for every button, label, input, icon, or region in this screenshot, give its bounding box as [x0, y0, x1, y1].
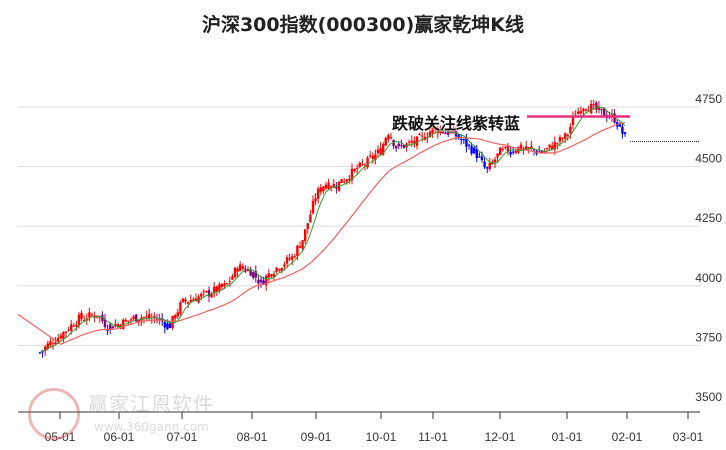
x-axis: 05-01 06-01 07-01 08-01 09-01 10-01 11-01 12-01… [18, 411, 704, 444]
svg-text:4250: 4250 [695, 211, 722, 225]
svg-text:06-01: 06-01 [104, 430, 135, 444]
chart-title: 沪深300指数(000300)赢家乾坤K线 [201, 14, 525, 36]
svg-text:4750: 4750 [695, 92, 722, 106]
y-axis: 3500 3750 4000 4250 4500 4750 [695, 92, 722, 404]
grid-lines [18, 106, 700, 346]
annotation-label: 跌破关注线紫转蓝 [392, 114, 521, 133]
svg-text:07-01: 07-01 [167, 430, 198, 444]
svg-text:01-01: 01-01 [552, 430, 583, 444]
svg-text:4500: 4500 [695, 152, 722, 166]
svg-text:11-01: 11-01 [418, 430, 448, 444]
svg-text:10-01: 10-01 [366, 430, 397, 444]
short-ma-line [39, 106, 626, 354]
svg-text:05-01: 05-01 [45, 430, 76, 444]
svg-text:12-01: 12-01 [485, 430, 516, 444]
candles [38, 99, 627, 358]
svg-text:03-01: 03-01 [673, 430, 704, 444]
svg-text:02-01: 02-01 [612, 430, 643, 444]
svg-text:4000: 4000 [695, 271, 722, 285]
svg-text:08-01: 08-01 [237, 430, 268, 444]
svg-text:09-01: 09-01 [301, 430, 332, 444]
svg-text:3750: 3750 [695, 330, 722, 344]
long-ma-line [17, 122, 626, 345]
svg-text:3500: 3500 [695, 390, 722, 404]
